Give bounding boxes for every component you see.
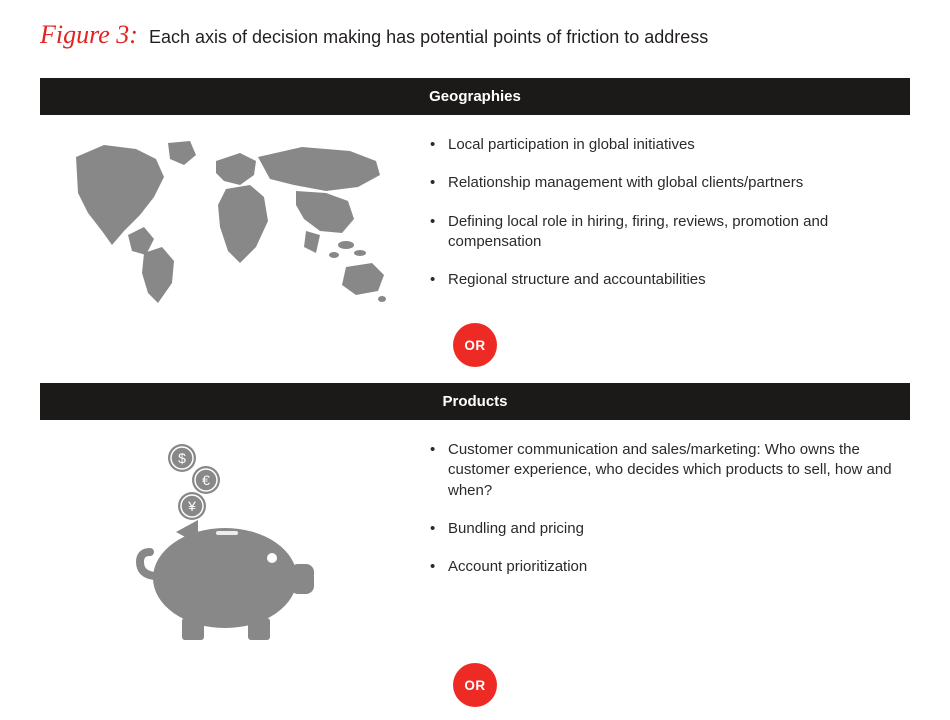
svg-text:€: € — [202, 472, 210, 488]
figure-title: Figure 3: Each axis of decision making h… — [40, 20, 910, 50]
coin-dollar-icon: $ — [168, 444, 196, 472]
piggy-eye-icon — [267, 553, 277, 563]
bullet-item: Bundling and pricing — [430, 519, 910, 539]
world-map-icon — [58, 135, 393, 315]
coin-yen-icon: ¥ — [178, 492, 206, 520]
bullet-item: Local participation in global initiative… — [430, 135, 910, 155]
illustration-geographies — [40, 135, 410, 315]
bullet-list-geographies: Local participation in global initiative… — [410, 135, 910, 308]
connector-or-2: OR — [40, 663, 910, 707]
coin-euro-icon: € — [192, 466, 220, 494]
or-badge: OR — [453, 663, 497, 707]
bullet-item: Defining local role in hiring, firing, r… — [430, 212, 910, 253]
section-body-products: $ € ¥ — [40, 420, 910, 661]
illustration-products: $ € ¥ — [40, 440, 410, 655]
figure-label: Figure 3: — [40, 20, 138, 49]
section-heading-geographies: Geographies — [40, 78, 910, 115]
bullet-item: Regional structure and accountabilities — [430, 270, 910, 290]
bullet-item: Customer communication and sales/marketi… — [430, 440, 910, 501]
connector-or-1: OR — [40, 323, 910, 367]
bullet-item: Account prioritization — [430, 557, 910, 577]
piggy-body-icon — [140, 520, 314, 640]
section-heading-products: Products — [40, 383, 910, 420]
svg-text:¥: ¥ — [187, 498, 196, 514]
piggy-bank-icon: $ € ¥ — [120, 440, 330, 655]
or-badge: OR — [453, 323, 497, 367]
bullet-list-products: Customer communication and sales/marketi… — [410, 440, 910, 595]
section-body-geographies: Local participation in global initiative… — [40, 115, 910, 321]
svg-text:$: $ — [178, 450, 186, 466]
figure-caption: Each axis of decision making has potenti… — [149, 27, 708, 47]
bullet-item: Relationship management with global clie… — [430, 173, 910, 193]
page-root: Figure 3: Each axis of decision making h… — [0, 0, 950, 707]
